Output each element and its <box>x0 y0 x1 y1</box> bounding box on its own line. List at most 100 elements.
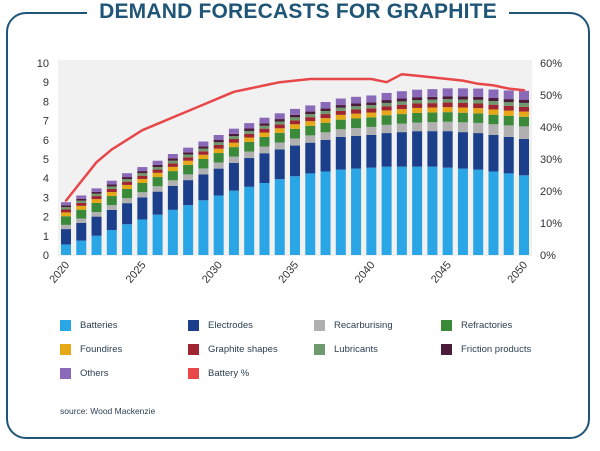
y2-tick-label: 10% <box>540 218 562 230</box>
bar-segment-batteries-2020 <box>61 244 71 255</box>
bar-segment-others-2028 <box>183 147 194 153</box>
bar-segment-refractories-2042 <box>396 114 407 124</box>
x-tick-label: 2035 <box>276 259 301 285</box>
y2-tick-label: 20% <box>540 186 562 198</box>
bar-segment-graphite-shapes-2035 <box>290 120 300 125</box>
legend-label: Lubricants <box>334 344 378 355</box>
legend-item-foundires: Foundires <box>60 344 122 355</box>
bar-segment-batteries-2038 <box>335 169 346 255</box>
bar-segment-batteries-2046 <box>457 168 468 255</box>
bar-segment-lubricants-2023 <box>106 186 117 189</box>
bar-segment-lubricants-2050 <box>519 102 529 107</box>
bar-segment-friction-products-2043 <box>412 97 423 101</box>
bar-segment-batteries-2032 <box>244 186 255 255</box>
bar-segment-friction-products-2033 <box>259 123 270 126</box>
legend-label: Others <box>80 368 109 379</box>
legend-item-graphite-shapes: Graphite shapes <box>188 344 278 355</box>
bar-segment-graphite-shapes-2030 <box>213 144 224 149</box>
bar-segment-friction-products-2035 <box>290 114 300 118</box>
legend-swatch <box>441 320 452 331</box>
legend-swatch <box>60 368 71 379</box>
legend-swatch <box>314 344 325 355</box>
bar-segment-refractories-2045 <box>442 112 453 122</box>
bar-segment-graphite-shapes-2049 <box>503 105 514 111</box>
bar-segment-foundires-2028 <box>183 160 194 165</box>
bar-segment-lubricants-2047 <box>473 99 484 104</box>
bar-segment-graphite-shapes-2043 <box>412 103 423 108</box>
bar-segment-electrodes-2039 <box>351 135 362 169</box>
bar-segment-recarburising-2050 <box>519 126 529 139</box>
bar-segment-foundires-2048 <box>488 109 499 115</box>
bar-segment-recarburising-2036 <box>305 135 316 143</box>
bar-segment-friction-products-2048 <box>488 97 499 102</box>
bar-segment-refractories-2033 <box>259 136 270 147</box>
bar-segment-friction-products-2041 <box>381 100 392 103</box>
bar-segment-graphite-shapes-2050 <box>519 106 529 112</box>
bar-segment-electrodes-2030 <box>213 168 224 196</box>
source-note: source: Wood Mackenzie <box>60 406 156 416</box>
bar-segment-electrodes-2036 <box>305 142 316 174</box>
bar-segment-batteries-2024 <box>122 224 133 255</box>
bar-segment-foundires-2033 <box>259 132 270 137</box>
bar-segment-recarburising-2023 <box>106 205 117 210</box>
bar-segment-graphite-shapes-2023 <box>106 188 117 193</box>
bar-segment-friction-products-2024 <box>122 177 133 180</box>
bar-segment-graphite-shapes-2047 <box>473 103 484 109</box>
bar-segment-foundires-2032 <box>244 137 255 142</box>
bar-segment-foundires-2034 <box>274 128 285 133</box>
legend-label: Electrodes <box>208 320 253 331</box>
bar-segment-foundires-2042 <box>396 109 407 115</box>
bar-segment-lubricants-2043 <box>412 100 423 104</box>
bar-segment-lubricants-2029 <box>198 148 209 152</box>
bar-segment-graphite-shapes-2042 <box>396 104 407 110</box>
bar-segment-electrodes-2043 <box>412 131 423 167</box>
legend-swatch <box>441 344 452 355</box>
y-tick-label: 6 <box>43 135 49 147</box>
bar-segment-foundires-2038 <box>335 114 346 120</box>
bar-segment-graphite-shapes-2037 <box>320 114 331 119</box>
bar-segment-others-2039 <box>351 96 362 104</box>
x-tick-label: 2040 <box>353 259 378 285</box>
bar-segment-electrodes-2047 <box>473 133 484 170</box>
y-tick-label: 1 <box>43 231 49 243</box>
bar-segment-refractories-2034 <box>274 132 285 143</box>
legend-item-recarburising: Recarburising <box>314 320 393 331</box>
bar-segment-electrodes-2040 <box>366 135 377 168</box>
y2-tick-label: 40% <box>540 122 562 134</box>
bar-segment-lubricants-2027 <box>167 160 178 164</box>
y-tick-label: 3 <box>43 192 49 204</box>
bar-segment-refractories-2039 <box>351 118 362 129</box>
bar-segment-foundires-2037 <box>320 118 331 123</box>
bar-segment-foundires-2029 <box>198 154 209 159</box>
bar-segment-recarburising-2027 <box>167 180 178 186</box>
bar-segment-electrodes-2026 <box>152 191 163 215</box>
bar-segment-foundires-2047 <box>473 108 484 114</box>
bar-segment-refractories-2023 <box>106 196 117 206</box>
bar-segment-lubricants-2042 <box>396 101 407 105</box>
bar-segment-batteries-2033 <box>259 183 270 255</box>
right-axis-ticks: 0% 10% 20% 30% 40% 50% 60% <box>540 58 562 262</box>
bar-segment-friction-products-2031 <box>228 133 239 137</box>
bar-segment-electrodes-2045 <box>442 131 453 168</box>
bar-segment-lubricants-2040 <box>366 105 377 109</box>
bar-segment-batteries-2025 <box>137 219 148 255</box>
bar-segment-electrodes-2035 <box>290 145 300 177</box>
bar-segment-refractories-2043 <box>412 112 423 123</box>
bar-segment-graphite-shapes-2036 <box>305 117 316 122</box>
bar-segment-others-2050 <box>519 90 529 100</box>
bar-segment-friction-products-2023 <box>106 184 117 187</box>
x-tick-label: 2030 <box>200 259 225 285</box>
bar-segment-batteries-2041 <box>381 166 392 255</box>
legend-item-refractories: Refractories <box>441 320 512 331</box>
legend-item-friction-products: Friction products <box>441 344 531 355</box>
bar-segment-refractories-2037 <box>320 122 331 133</box>
bar-segment-batteries-2023 <box>106 230 117 255</box>
bar-segment-friction-products-2034 <box>274 119 285 122</box>
bar-segment-others-2034 <box>274 113 285 120</box>
bar-segment-foundires-2022 <box>91 199 102 203</box>
bar-segment-graphite-shapes-2025 <box>137 175 148 179</box>
bar-segment-graphite-shapes-2027 <box>167 163 178 167</box>
bar-segment-others-2032 <box>244 123 255 129</box>
bar-segment-batteries-2048 <box>488 171 499 255</box>
bar-segment-lubricants-2039 <box>351 106 362 110</box>
